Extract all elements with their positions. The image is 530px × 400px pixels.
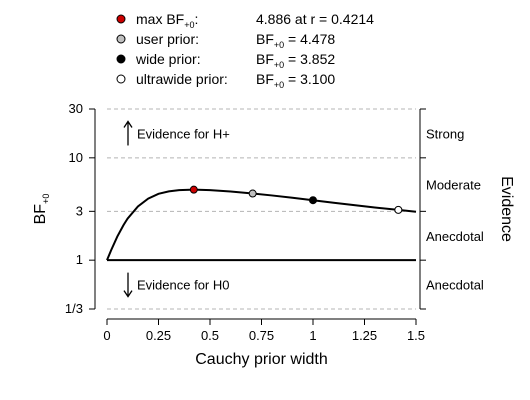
prior-points-layer — [189, 185, 403, 214]
legend-marker-1 — [116, 34, 126, 44]
legend-label-1: user prior: — [136, 31, 199, 47]
axes: 1/3 1 3 10 30 0 0.25 0.5 0.75 1 1.25 1.5 Cauchy prio… — [32, 101, 515, 368]
legend-label-3: ultrawide prior: — [136, 71, 228, 87]
legend-value-3: BF+0 = 3.100 — [256, 71, 335, 90]
arrow-down-head — [123, 290, 133, 298]
legend-value-0: 4.886 at r = 0.4214 — [256, 11, 374, 27]
gridlines — [107, 108, 416, 310]
legend-label-2: wide prior: — [135, 51, 201, 67]
arrow-up-head — [123, 120, 133, 128]
x-tick-label-5: 1.25 — [352, 328, 377, 343]
legend-marker-0 — [116, 14, 126, 24]
x-tick-label-4: 1 — [309, 328, 316, 343]
point-ultrawide — [394, 205, 403, 214]
annotations: Evidence for H+ Evidence for H0 — [123, 120, 230, 298]
point-wide — [309, 196, 317, 205]
point-max — [189, 185, 198, 194]
x-tick-label-2: 0.5 — [201, 328, 219, 343]
x-tick-label-3: 0.75 — [249, 328, 274, 343]
y-tick-label-0: 1/3 — [65, 301, 83, 316]
y-tick-label-2: 3 — [76, 203, 83, 218]
y-tick-label-4: 30 — [69, 101, 83, 116]
bf-curve — [106, 188, 417, 261]
evidence-label-3: Anecdotal — [426, 278, 484, 293]
evidence-label-0: Strong — [426, 126, 464, 141]
x-tick-label-0: 0 — [103, 328, 110, 343]
annotation-0: Evidence for H+ — [137, 126, 230, 141]
annotation-1: Evidence for H0 — [137, 278, 230, 293]
y-tick-label-3: 10 — [69, 150, 83, 165]
y-tick-label-1: 1 — [76, 252, 83, 267]
legend-marker-3 — [116, 74, 126, 84]
x-tick-label-1: 0.25 — [146, 328, 171, 343]
y-axis-title: BF+0 — [32, 194, 51, 225]
legend-value-1: BF+0 = 4.478 — [256, 31, 335, 50]
bf-curve-layer — [106, 188, 417, 261]
legend-value-2: BF+0 = 3.852 — [256, 51, 335, 70]
x-axis-title: Cauchy prior width — [195, 351, 328, 368]
x-tick-label-6: 1.5 — [407, 328, 425, 343]
legend: max BF+0: 4.886 at r = 0.4214 user prior: B… — [116, 11, 374, 90]
point-user — [248, 189, 257, 198]
evidence-label-2: Anecdotal — [426, 229, 484, 244]
legend-marker-2 — [116, 54, 126, 64]
evidence-label-1: Moderate — [426, 178, 481, 193]
right-axis-title: Evidence — [498, 176, 515, 242]
legend-label-0: max BF+0: — [136, 11, 198, 30]
